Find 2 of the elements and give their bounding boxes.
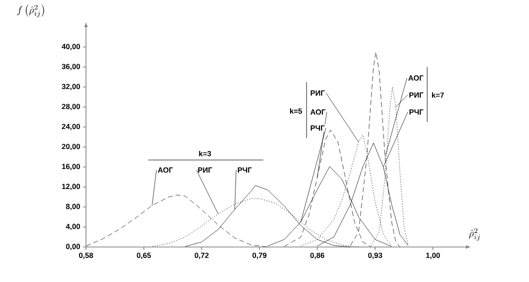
y-axis-title: $f\left(\hat{\rho}_{ij}^{2}\right)$ — [17, 4, 44, 18]
x-axis-title: $\hat{\rho}_{ij}^{2}$ — [468, 228, 480, 241]
